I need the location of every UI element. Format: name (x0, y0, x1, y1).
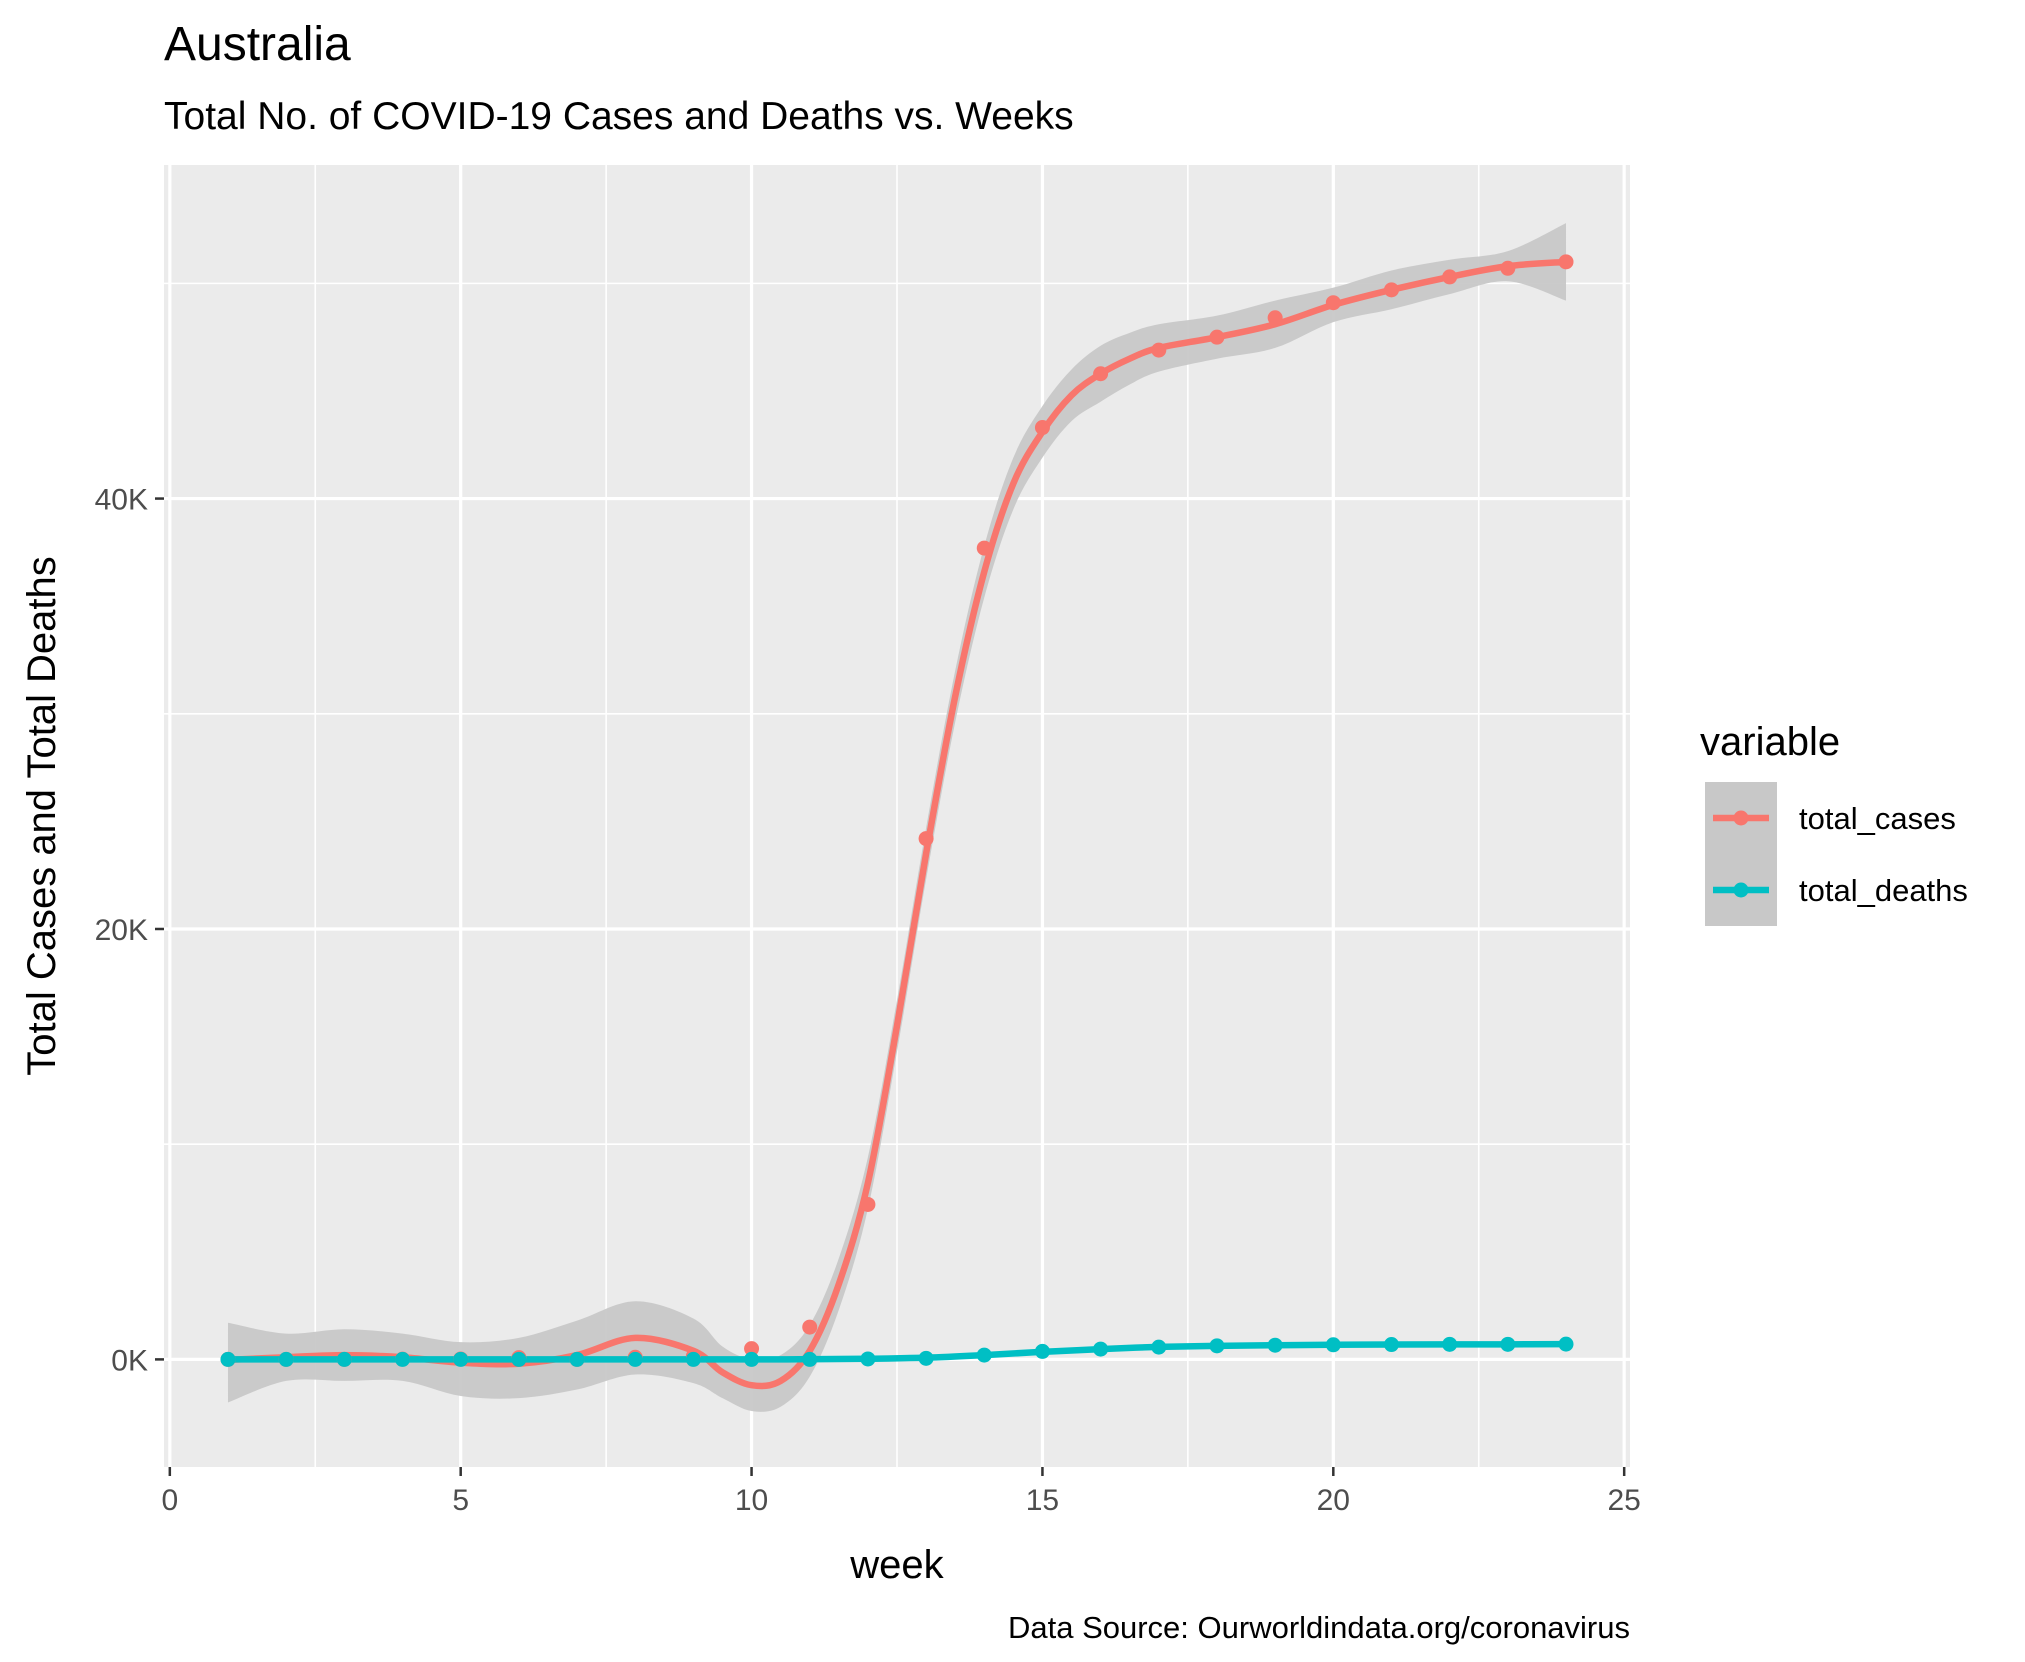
point-total-cases (1151, 342, 1167, 358)
legend: total_cases total_deaths (1705, 782, 1968, 926)
legend-title: variable (1700, 720, 1840, 764)
x-tick-label: 5 (452, 1484, 469, 1517)
point-total-cases (1267, 310, 1283, 326)
point-total-cases (1325, 295, 1341, 311)
point-total-cases (1558, 254, 1574, 270)
point-total-deaths (336, 1351, 352, 1367)
point-total-deaths (1325, 1337, 1341, 1353)
legend-label: total_cases (1799, 801, 1956, 836)
x-tick-label: 15 (1026, 1484, 1059, 1517)
point-total-deaths (1267, 1337, 1283, 1353)
point-total-deaths (1383, 1337, 1399, 1353)
legend-key-point (1733, 882, 1749, 898)
x-tick-label: 20 (1317, 1484, 1350, 1517)
point-total-deaths (1500, 1336, 1516, 1352)
y-tick-label: 40K (95, 484, 148, 517)
point-total-cases (1383, 282, 1399, 298)
caption: Data Source: Ourworldindata.org/coronavi… (1008, 1610, 1630, 1645)
series-points (220, 254, 1574, 1367)
x-tick-label: 10 (735, 1484, 768, 1517)
point-total-cases (860, 1196, 876, 1212)
x-tick-label: 25 (1607, 1484, 1640, 1517)
point-total-deaths (685, 1351, 701, 1367)
point-total-deaths (918, 1350, 934, 1366)
point-total-deaths (278, 1351, 294, 1367)
grid-minor (164, 165, 1630, 1467)
point-total-deaths (395, 1351, 411, 1367)
point-total-deaths (1151, 1339, 1167, 1355)
point-total-cases (976, 540, 992, 556)
point-total-cases (1500, 260, 1516, 276)
y-tick-label: 0K (111, 1344, 148, 1377)
point-total-cases (1034, 420, 1050, 436)
point-total-deaths (1558, 1336, 1574, 1352)
point-total-deaths (860, 1351, 876, 1367)
point-total-cases (918, 831, 934, 847)
legend-label: total_deaths (1799, 873, 1968, 908)
x-axis: 0 5 10 15 20 25 (161, 1467, 1641, 1517)
point-total-cases (802, 1319, 818, 1335)
y-axis-title: Total Cases and Total Deaths (20, 556, 64, 1076)
point-total-deaths (976, 1347, 992, 1363)
point-total-deaths (1093, 1341, 1109, 1357)
y-axis: 0K 20K 40K (95, 484, 164, 1377)
point-total-deaths (744, 1351, 760, 1367)
point-total-deaths (1034, 1343, 1050, 1359)
point-total-deaths (511, 1351, 527, 1367)
point-total-deaths (1442, 1336, 1458, 1352)
point-total-cases (1093, 366, 1109, 382)
point-total-deaths (569, 1351, 585, 1367)
chart-subtitle: Total No. of COVID-19 Cases and Deaths v… (164, 95, 1074, 138)
point-total-cases (744, 1341, 760, 1357)
legend-key-point (1733, 810, 1749, 826)
x-tick-label: 0 (161, 1484, 178, 1517)
point-total-deaths (453, 1351, 469, 1367)
point-total-cases (1442, 269, 1458, 285)
y-tick-label: 20K (95, 914, 148, 947)
point-total-cases (1209, 329, 1225, 345)
chart-title: Australia (164, 18, 351, 71)
point-total-deaths (802, 1351, 818, 1367)
point-total-deaths (220, 1351, 236, 1367)
point-total-deaths (1209, 1338, 1225, 1354)
point-total-deaths (627, 1351, 643, 1367)
x-axis-title: week (849, 1543, 944, 1587)
